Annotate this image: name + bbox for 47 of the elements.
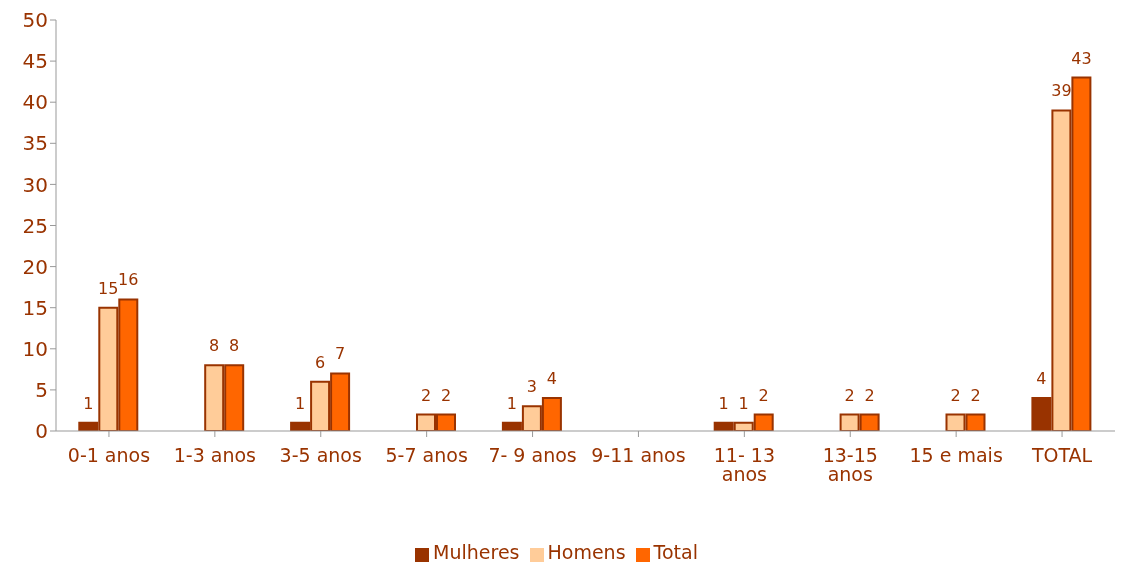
x-tick-label: 11- 13 anos — [713, 444, 775, 486]
data-label: 1 — [83, 393, 94, 413]
y-tick-label: 50 — [22, 8, 48, 33]
y-tick-label: 0 — [35, 419, 48, 444]
legend-label: Mulheres — [433, 541, 520, 563]
y-tick-label: 25 — [22, 213, 48, 238]
data-label: 16 — [118, 270, 139, 290]
data-label: 6 — [315, 352, 326, 372]
data-label: 3 — [526, 377, 537, 397]
x-tick-label: 7- 9 anos — [488, 444, 577, 467]
x-tick-label: 3-5 anos — [279, 444, 362, 467]
data-label: 2 — [950, 385, 961, 405]
data-label: 43 — [1071, 48, 1092, 68]
y-tick-label: 15 — [22, 295, 48, 320]
data-label: 1 — [718, 393, 729, 413]
x-tick-label: TOTAL — [1030, 444, 1093, 467]
legend-label: Homens — [547, 541, 626, 563]
data-label: 2 — [844, 385, 855, 405]
y-tick-label: 45 — [22, 49, 48, 74]
y-tick-label: 35 — [22, 131, 48, 156]
y-tick-label: 10 — [22, 336, 48, 361]
data-label: 39 — [1051, 81, 1072, 101]
y-tick-label: 5 — [35, 378, 48, 402]
x-tick-label: 0-1 anos — [67, 444, 151, 467]
data-label: 1 — [738, 393, 749, 413]
data-label: 1 — [295, 393, 306, 413]
data-label: 2 — [758, 385, 769, 405]
data-label: 1 — [506, 393, 517, 413]
data-label: 8 — [209, 336, 220, 356]
data-label: 2 — [440, 385, 452, 405]
data-label: 2 — [420, 385, 432, 405]
data-label: 2 — [864, 385, 875, 405]
data-label: 4 — [546, 369, 557, 389]
x-tick-label: 9-11 anos — [591, 444, 686, 467]
data-label: 2 — [970, 385, 981, 405]
y-tick-label: 20 — [22, 254, 48, 279]
data-label: 4 — [1036, 369, 1047, 389]
legend-label: Total — [653, 541, 698, 563]
y-tick-label: 30 — [22, 172, 48, 197]
x-tick-label: 13-15 anos — [822, 444, 878, 486]
x-tick-label: 5-7 anos — [385, 444, 468, 467]
x-tick-label: 15 e mais — [909, 444, 1003, 467]
data-label: 8 — [229, 336, 240, 356]
y-tick-label: 40 — [22, 90, 48, 115]
data-label: 7 — [335, 344, 346, 364]
x-tick-label: 1-3 anos — [173, 444, 256, 467]
data-label: 15 — [98, 278, 119, 298]
